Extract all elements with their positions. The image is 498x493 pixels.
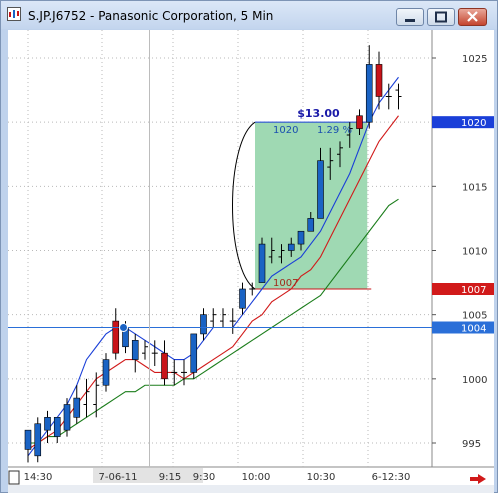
chart-canvas[interactable]: 1025 1020 1015 1010 1005 1000 995 14:30 7-06-11… [8, 30, 494, 485]
date-label-bg [93, 468, 203, 483]
close-button[interactable] [458, 8, 487, 26]
candle-body [161, 352, 168, 380]
minimize-button[interactable] [396, 8, 424, 26]
measure-start-price: 1007 [273, 278, 298, 289]
price-tick-label: 1025 [462, 54, 487, 65]
scroll-controls[interactable] [8, 470, 486, 485]
candle-body [375, 64, 383, 97]
price-tick-label: 1015 [462, 182, 487, 193]
time-axis[interactable]: 14:30 7-06-11 9:15 9:30 10:00 10:30 6-12:30 [24, 468, 411, 483]
price-tick-label: 1010 [462, 247, 487, 258]
price-tick-label: 995 [462, 439, 481, 450]
candle-body [287, 243, 295, 251]
candle-body [73, 397, 81, 418]
start-price-label: 1007 [461, 285, 486, 296]
last-price-tag [432, 116, 494, 129]
time-tick-label: 7-06-11 [98, 472, 137, 483]
time-tick-label: 9:30 [193, 472, 215, 483]
candle-body [53, 417, 61, 437]
candle-body [131, 340, 139, 360]
candle-body [24, 429, 32, 450]
measure-amount: $13.00 [297, 107, 340, 120]
price-chart[interactable]: 1025 1020 1015 1010 1005 1000 995 14:30 7-06-11… [8, 30, 494, 485]
ma-slow-line [28, 198, 399, 444]
candle-body [200, 314, 207, 335]
measure-tool[interactable] [232, 121, 372, 290]
candle-body [44, 417, 51, 431]
candle-body [190, 333, 198, 373]
candle-body [365, 64, 373, 123]
window-title: S.JP.J6752 - Panasonic Corporation, 5 Mi… [28, 9, 274, 23]
window-bottom-strip [8, 485, 494, 493]
price-axis[interactable]: 1025 1020 1015 1010 1005 1000 995 [432, 54, 487, 450]
candle-body [356, 115, 363, 129]
last-price-label: 1020 [461, 118, 486, 129]
price-tick-label: 1005 [462, 311, 487, 322]
candles [24, 45, 402, 463]
candle-body [102, 359, 110, 386]
candle-body [297, 230, 305, 245]
measure-labels: $13.00 1020 1.29 % 1007 [273, 107, 352, 289]
measure-box [255, 122, 368, 290]
time-tick-label: 14:30 [24, 472, 53, 483]
candle-body [112, 320, 120, 354]
chart-app-icon [7, 7, 21, 21]
time-tick-label: 10:00 [242, 472, 271, 483]
minimize-icon [405, 19, 415, 22]
price-tick-label: 1000 [462, 375, 487, 386]
crosshair [8, 30, 432, 467]
price-tags: 1020 1007 1004 [432, 116, 494, 335]
candle-body [307, 218, 315, 232]
time-tick-label: 6-12:30 [372, 472, 411, 483]
cursor-price-label: 1004 [461, 324, 486, 335]
candle-body [239, 288, 246, 309]
cursor-dot [119, 323, 128, 332]
scroll-right-arrow-icon[interactable] [470, 474, 486, 484]
candle-body [258, 243, 266, 283]
time-tick-label: 10:30 [307, 472, 336, 483]
maximize-icon [435, 11, 447, 23]
candle-body [34, 423, 42, 457]
measure-end-price: 1020 [273, 125, 298, 136]
candle-body [317, 160, 324, 219]
time-tick-label: 9:15 [159, 472, 181, 483]
ma-mid-line [27, 115, 399, 450]
left-scroll-box[interactable] [8, 470, 20, 485]
maximize-button[interactable] [427, 8, 455, 26]
measure-bracket [232, 121, 256, 290]
title-bar[interactable]: S.JP.J6752 - Panasonic Corporation, 5 Mi… [1, 1, 497, 29]
start-price-tag [432, 283, 494, 295]
measure-percent: 1.29 % [317, 125, 352, 136]
close-icon [467, 11, 478, 22]
cursor-price-tag [432, 321, 494, 334]
gridlines [8, 30, 432, 467]
candle-body [63, 404, 71, 431]
